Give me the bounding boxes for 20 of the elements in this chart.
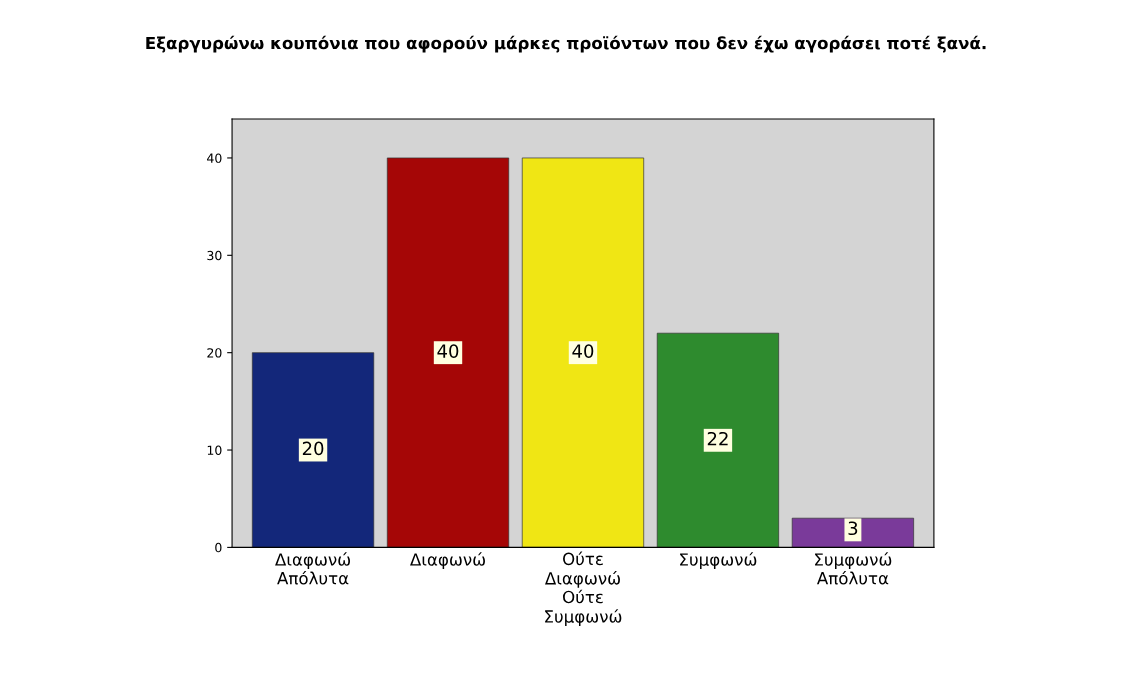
y-tick-label: 20 — [207, 348, 222, 358]
x-tick-label: Ούτε Διαφωνώ Ούτε Συμφωνώ — [544, 551, 622, 626]
x-tick-label: Διαφωνώ — [410, 552, 485, 570]
y-tick-label: 40 — [207, 153, 222, 163]
bar — [386, 157, 510, 548]
y-tick-label: 0 — [215, 542, 222, 553]
bar — [656, 332, 780, 548]
data-label: 22 — [707, 431, 728, 446]
data-label: 40 — [437, 344, 459, 358]
data-label: 3 — [848, 521, 858, 536]
chart-title: Εξαργυρώνω κουπόνια που αφορούν μάρκες προϊόντων που δεν έχω αγοράσει ποτέ ξανά. — [146, 35, 986, 53]
data-label: 40 — [572, 344, 594, 358]
bar — [251, 352, 375, 548]
y-tick-label: 10 — [207, 445, 222, 455]
y-tick-label: 30 — [207, 250, 222, 261]
x-tick-label: Συμφωνώ Απόλυτα — [815, 552, 892, 585]
bar — [521, 157, 645, 548]
x-tick-label: Διαφωνώ Απόλυτα — [275, 552, 351, 585]
data-label: 20 — [302, 441, 324, 456]
x-tick-label: Συμφωνώ — [680, 552, 757, 570]
